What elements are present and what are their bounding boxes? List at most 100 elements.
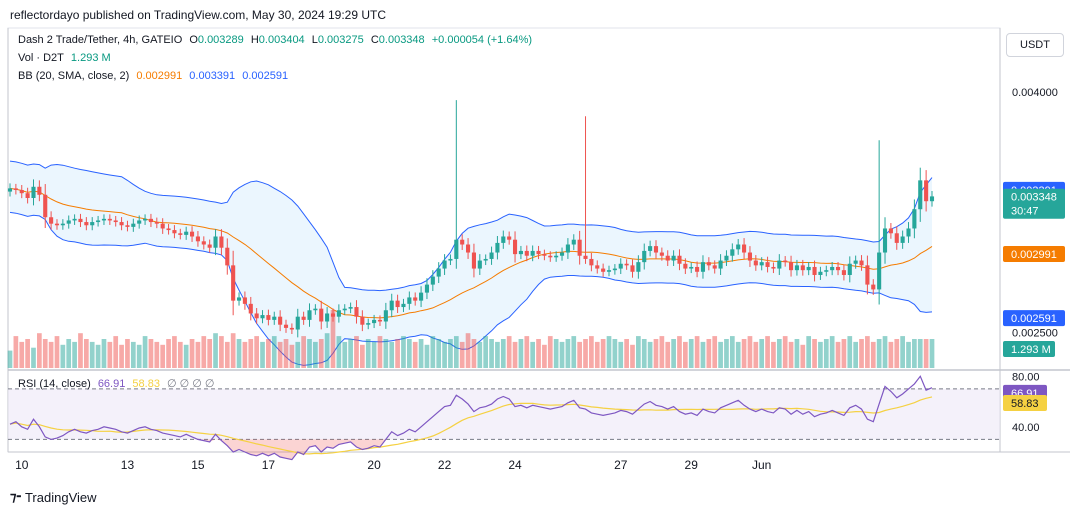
candle-body [119,222,124,226]
bb-fill-area [10,161,932,366]
candle-body [336,310,341,317]
open-value: 0.003289 [197,34,244,46]
volume-bar [54,336,60,368]
volume-bar [66,339,72,368]
candle-body [835,266,841,271]
low-value: 0.003275 [317,34,364,46]
volume-bar [389,341,395,368]
volume-bar [565,339,571,368]
candle-body [483,258,488,261]
candle-body [242,297,247,304]
candle-body [524,250,529,256]
rsi-ma-value: 58.83 [132,378,160,390]
price-axis[interactable]: 0.004000 0.002500 80.00 40.00 [1012,87,1058,434]
candle-body [60,223,65,226]
candle-body [765,262,770,267]
symbol-legend[interactable]: Dash 2 Trade/Tether, 4h, GATEIO O0.00328… [18,34,536,46]
volume-bar [436,339,442,368]
tradingview-footer[interactable]: ⁊⁃ TradingView [10,489,97,505]
rsi-legend[interactable]: RSI (14, close) 66.91 58.83 ∅ ∅ ∅ ∅ [18,377,219,390]
candle-body [789,262,794,271]
candle-body [695,266,700,272]
volume-bar [307,339,312,368]
candle-body [231,265,236,301]
volume-bar [130,341,136,368]
candle-body [771,266,776,269]
volume-bar [83,339,89,368]
volume-bar [301,336,306,368]
candle-body [137,220,142,224]
bb-upper-line [9,160,933,292]
bb-label: BB (20, SMA, close, 2) [18,70,130,82]
candle-body [589,258,594,266]
volume-bar [718,341,723,368]
candle-body [554,255,559,258]
volume-bar [518,339,524,368]
volume-bar [224,341,230,368]
candle-body [260,315,265,319]
candle-body [624,263,629,266]
candle-body [730,249,735,256]
candle-body [184,231,189,235]
candle-body [348,307,353,309]
volume-bar [788,341,794,368]
high-value: 0.003404 [258,34,305,46]
candle-body [536,250,541,255]
rsi-extra: ∅ ∅ ∅ ∅ [167,378,215,390]
volume-bar [395,339,400,368]
candle-body [565,244,570,253]
volume-bar [236,339,242,368]
volume-badge-label: 1.293 M [1011,344,1051,356]
volume-bar [213,333,218,368]
volume-bar [653,339,659,368]
price-tick-label: 0.002500 [1012,328,1058,340]
volume-bar [119,344,124,368]
volume-bar [459,341,465,368]
price-badge [1003,188,1065,219]
volume-bar [330,310,336,368]
bb-legend[interactable]: BB (20, SMA, close, 2) 0.002991 0.003391… [18,70,292,82]
candle-body [295,316,300,330]
candle-body [407,297,412,304]
candle-body [671,255,676,261]
price-badges: 0.0033910.00334830:470.0029910.0025911.2… [1003,181,1065,412]
currency-button[interactable]: USDT [1006,33,1064,57]
volume-bar [806,336,812,368]
candle-body [160,223,165,229]
volume-bar [612,339,618,368]
time-axis[interactable]: 10 13 15 17 20 22 24 27 29 Jun [15,458,771,472]
volume-bar [759,339,765,368]
candle-body [325,313,330,322]
volume-bar [841,339,847,368]
volume-bar [78,333,83,368]
volume-bar [782,336,788,368]
volume-bar [195,341,201,368]
volume-bar [512,341,518,368]
time-tick-label: 20 [367,458,381,472]
candle-body [871,284,876,290]
candle-body [595,265,600,269]
price-badge-label: 0.003348 [1011,192,1057,204]
volume-bar [142,336,148,368]
volume-bar [377,336,383,368]
candle-body [759,262,764,266]
volume-bar [125,339,130,368]
candle-body [236,297,242,301]
volume-legend[interactable]: Vol · D2T 1.293 M [18,52,115,64]
volume-bar [859,339,864,368]
volume-bar [25,339,30,368]
candle-body [31,186,36,198]
candle-body [413,297,418,301]
volume-bar [48,341,54,368]
candle-body [25,193,30,198]
volume-bar [31,347,36,368]
candle-body [906,228,911,237]
candle-body [143,218,148,221]
candle-body [272,316,277,320]
candle-body [330,313,336,317]
candle-body [736,244,741,250]
volume-bar [242,341,248,368]
candle-body [518,250,523,255]
volume-bar [348,339,353,368]
